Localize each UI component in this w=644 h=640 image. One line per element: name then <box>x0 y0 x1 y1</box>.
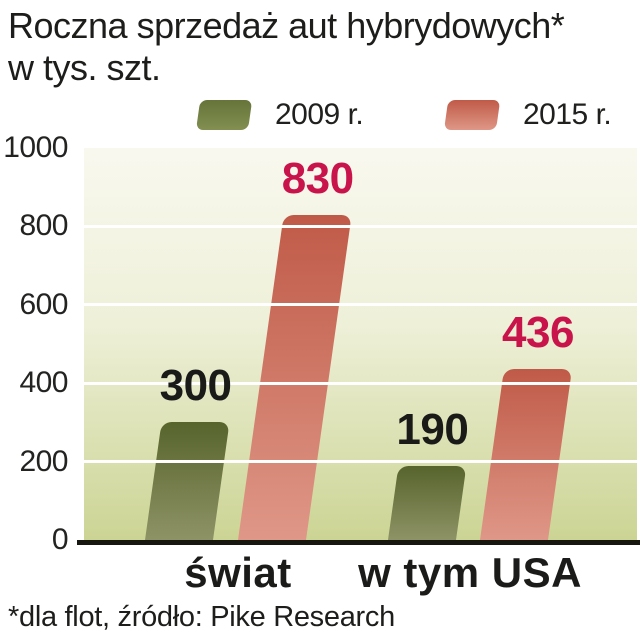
value-label-830: 830 <box>281 154 354 203</box>
category-label-usa: w tym USA <box>358 549 582 596</box>
plot-area: 300 830 190 436 <box>84 148 637 540</box>
y-axis: 1000 800 600 400 200 0 <box>0 0 68 600</box>
source-note: *dla flot, źródło: Pike Research <box>8 601 395 633</box>
legend-item-2015: 2015 r. <box>444 98 612 132</box>
gridline-800 <box>84 224 637 228</box>
y-tick-400: 400 <box>19 366 68 400</box>
gridline-400 <box>84 381 637 385</box>
legend-swatch-2009 <box>196 100 253 130</box>
bar-2009r-swiat <box>145 422 230 540</box>
value-label-436: 436 <box>502 308 574 357</box>
gridline-600 <box>84 303 637 307</box>
bar-2015r-swiat <box>238 215 352 540</box>
chart-subtitle: w tys. szt. <box>8 47 161 88</box>
legend-item-2009: 2009 r. <box>196 98 364 132</box>
x-axis-baseline <box>77 540 640 545</box>
y-tick-200: 200 <box>19 444 68 478</box>
y-tick-1000: 1000 <box>3 131 68 164</box>
legend-label-2015: 2015 r. <box>523 98 612 131</box>
bar-2015r-usa <box>480 369 573 540</box>
category-labels: świat w tym USA <box>84 552 637 598</box>
value-label-190: 190 <box>396 405 469 454</box>
y-tick-800: 800 <box>19 209 68 243</box>
legend-label-2009: 2009 r. <box>275 98 364 131</box>
category-label-swiat: świat <box>184 549 292 596</box>
y-tick-0: 0 <box>51 523 69 556</box>
value-label-300: 300 <box>159 361 232 410</box>
chart-title: Roczna sprzedaż aut hybrydowych* <box>8 5 565 46</box>
gridline-200 <box>84 460 637 464</box>
y-tick-600: 600 <box>19 287 68 321</box>
bar-2009r-usa <box>388 466 467 540</box>
legend-swatch-2015 <box>444 100 501 130</box>
